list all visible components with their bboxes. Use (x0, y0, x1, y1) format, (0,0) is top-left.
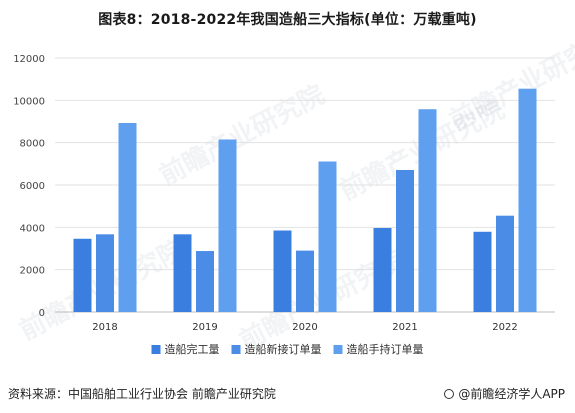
x-tick-label: 2018 (92, 322, 117, 333)
bar-2018-3 (118, 122, 137, 313)
y-tick-label: 10000 (13, 96, 45, 107)
bar-2022-1 (473, 231, 492, 312)
bar-chart: 0 2000 4000 6000 8000 10000 12000 2018 2019 2020 2… (13, 54, 555, 356)
bar-2020-1 (273, 230, 292, 312)
bar-2018-2 (96, 234, 114, 312)
legend-label: 造船手持订单量 (347, 342, 424, 356)
legend-swatch (151, 345, 161, 354)
bar-2019-1 (173, 234, 192, 312)
brand-credit: @前瞻经济学人APP (444, 385, 565, 402)
legend-label: 造船完工量 (165, 342, 220, 356)
x-tick-label: 2020 (292, 322, 317, 333)
y-tick-label: 8000 (20, 139, 45, 150)
x-tick-label: 2022 (492, 322, 517, 333)
bar-2020-2 (296, 250, 314, 312)
y-tick-label: 12000 (13, 54, 45, 65)
bar-2021-3 (418, 109, 437, 313)
brand-logo-icon (444, 388, 455, 399)
bar-2022-3 (518, 88, 537, 312)
legend-swatch (333, 345, 343, 354)
bar-2021-2 (396, 169, 414, 312)
bar-2019-2 (196, 251, 214, 312)
y-tick-label: 0 (39, 308, 45, 319)
legend-label: 造船新接订单量 (245, 342, 322, 356)
bar-2021-1 (373, 227, 392, 312)
x-tick-label: 2021 (392, 322, 417, 333)
bar-2022-2 (496, 215, 514, 312)
y-tick-label: 4000 (20, 223, 45, 234)
bar-2018-1 (73, 238, 92, 312)
bar-2019-3 (218, 139, 237, 312)
x-tick-label: 2019 (192, 322, 217, 333)
bar-2020-3 (318, 161, 337, 312)
brand-text: @前瞻经济学人APP (458, 387, 565, 401)
legend-swatch (231, 345, 241, 354)
source-note: 资料来源：中国船舶工业行业协会 前瞻产业研究院 (8, 387, 276, 401)
y-tick-label: 6000 (20, 181, 45, 192)
y-tick-label: 2000 (20, 266, 45, 277)
chart-title: 图表8：2018-2022年我国造船三大指标(单位：万载重吨) (98, 12, 477, 28)
